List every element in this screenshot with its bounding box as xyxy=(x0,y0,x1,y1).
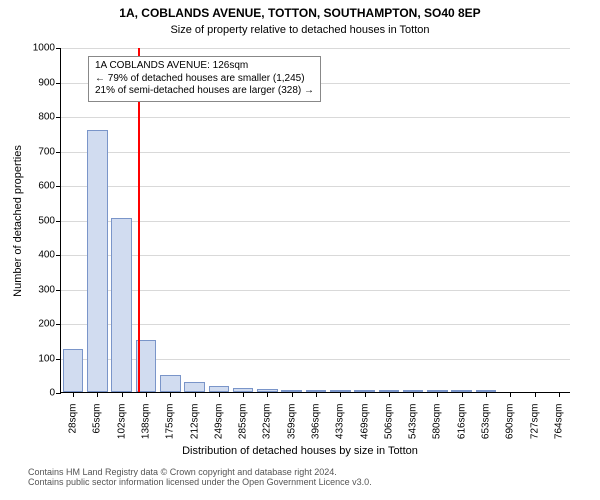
xtick-mark xyxy=(340,392,341,397)
xtick-label: 322sqm xyxy=(262,398,273,440)
xtick-label: 102sqm xyxy=(116,398,127,440)
ytick-label: 300 xyxy=(38,284,61,295)
bar xyxy=(160,375,181,392)
bar xyxy=(281,390,302,392)
xtick-mark xyxy=(559,392,560,397)
xtick-label: 653sqm xyxy=(481,398,492,440)
xtick-label: 359sqm xyxy=(286,398,297,440)
bar xyxy=(330,390,351,392)
bar xyxy=(233,388,254,392)
chart-container: 1A, COBLANDS AVENUE, TOTTON, SOUTHAMPTON… xyxy=(0,0,600,500)
x-axis-label: Distribution of detached houses by size … xyxy=(0,445,600,457)
xtick-mark xyxy=(365,392,366,397)
xtick-label: 285sqm xyxy=(238,398,249,440)
bar xyxy=(257,389,278,392)
bar xyxy=(379,390,400,392)
xtick-mark xyxy=(122,392,123,397)
bar xyxy=(209,386,230,392)
xtick-label: 212sqm xyxy=(189,398,200,440)
xtick-mark xyxy=(219,392,220,397)
xtick-label: 433sqm xyxy=(335,398,346,440)
xtick-label: 28sqm xyxy=(68,398,79,434)
y-axis-label: Number of detached properties xyxy=(12,145,24,297)
annotation-line2: ← 79% of detached houses are smaller (1,… xyxy=(95,73,314,86)
bar xyxy=(184,382,205,392)
xtick-label: 249sqm xyxy=(213,398,224,440)
xtick-label: 727sqm xyxy=(529,398,540,440)
bar xyxy=(87,130,108,392)
xtick-mark xyxy=(486,392,487,397)
footer-line2: Contains public sector information licen… xyxy=(0,477,600,487)
annotation-box: 1A COBLANDS AVENUE: 126sqm ← 79% of deta… xyxy=(88,56,321,102)
bar xyxy=(111,218,132,392)
xtick-mark xyxy=(170,392,171,397)
ytick-label: 100 xyxy=(38,353,61,364)
xtick-label: 580sqm xyxy=(432,398,443,440)
xtick-label: 175sqm xyxy=(165,398,176,440)
xtick-mark xyxy=(73,392,74,397)
ytick-label: 900 xyxy=(38,77,61,88)
bar xyxy=(306,390,327,392)
xtick-label: 764sqm xyxy=(553,398,564,440)
xtick-mark xyxy=(146,392,147,397)
ytick-label: 0 xyxy=(49,388,61,399)
bar xyxy=(354,390,375,392)
annotation-line3: 21% of semi-detached houses are larger (… xyxy=(95,85,314,98)
ytick-label: 1000 xyxy=(33,43,61,54)
xtick-mark xyxy=(267,392,268,397)
xtick-mark xyxy=(437,392,438,397)
xtick-mark xyxy=(97,392,98,397)
bar xyxy=(403,390,424,392)
xtick-mark xyxy=(462,392,463,397)
xtick-label: 65sqm xyxy=(92,398,103,434)
xtick-mark xyxy=(389,392,390,397)
xtick-label: 469sqm xyxy=(359,398,370,440)
ytick-label: 700 xyxy=(38,146,61,157)
bar xyxy=(427,390,448,392)
xtick-label: 138sqm xyxy=(141,398,152,440)
xtick-mark xyxy=(195,392,196,397)
chart-title: 1A, COBLANDS AVENUE, TOTTON, SOUTHAMPTON… xyxy=(0,6,600,20)
xtick-label: 690sqm xyxy=(505,398,516,440)
xtick-mark xyxy=(535,392,536,397)
xtick-mark xyxy=(413,392,414,397)
xtick-label: 543sqm xyxy=(408,398,419,440)
xtick-mark xyxy=(316,392,317,397)
ytick-label: 600 xyxy=(38,181,61,192)
ytick-label: 500 xyxy=(38,215,61,226)
xtick-mark xyxy=(292,392,293,397)
ytick-label: 800 xyxy=(38,112,61,123)
chart-subtitle: Size of property relative to detached ho… xyxy=(0,24,600,36)
bar xyxy=(476,390,497,392)
xtick-mark xyxy=(243,392,244,397)
bar xyxy=(63,349,84,392)
xtick-mark xyxy=(510,392,511,397)
ytick-label: 200 xyxy=(38,319,61,330)
ytick-label: 400 xyxy=(38,250,61,261)
xtick-label: 616sqm xyxy=(456,398,467,440)
footer-line1: Contains HM Land Registry data © Crown c… xyxy=(0,467,600,477)
xtick-label: 396sqm xyxy=(311,398,322,440)
bar xyxy=(451,390,472,392)
annotation-line1: 1A COBLANDS AVENUE: 126sqm xyxy=(95,60,314,73)
footer: Contains HM Land Registry data © Crown c… xyxy=(0,467,600,487)
xtick-label: 506sqm xyxy=(383,398,394,440)
